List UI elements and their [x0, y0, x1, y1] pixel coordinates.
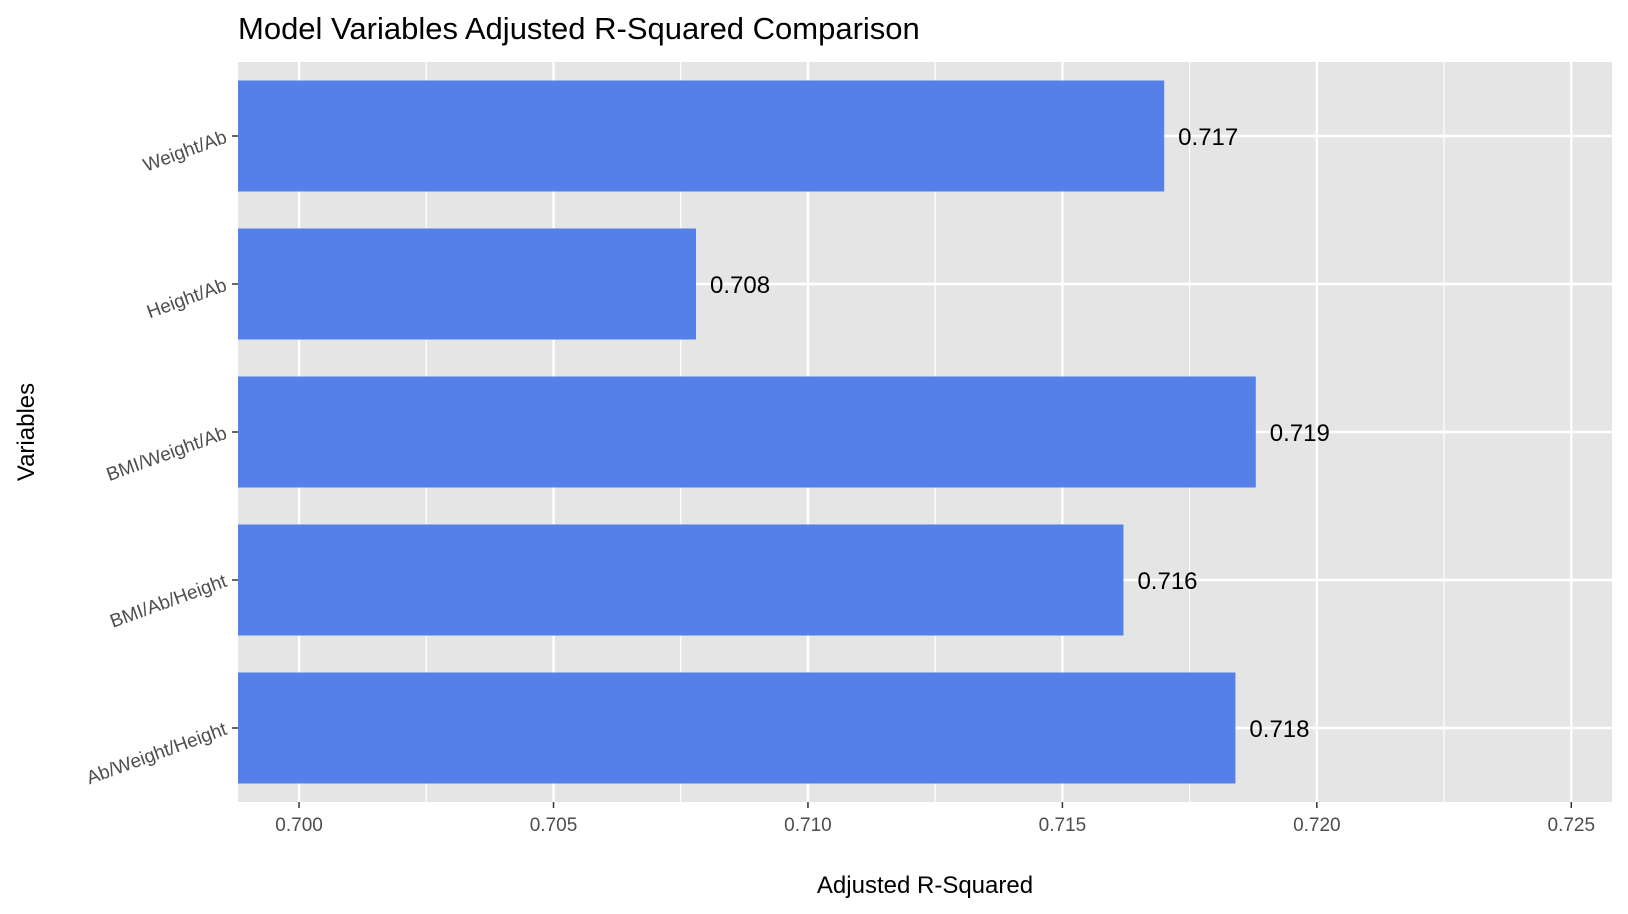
x-tick-label: 0.705 [530, 815, 578, 836]
y-tick-label: Weight/Ab [140, 127, 229, 177]
x-axis-title: Adjusted R-Squared [817, 872, 1033, 899]
x-axis: 0.700 0.705 0.710 0.715 0.720 0.725 [275, 802, 1595, 836]
bar [238, 672, 1236, 784]
y-axis-title: Variables [13, 383, 40, 481]
chart-title: Model Variables Adjusted R-Squared Compa… [238, 11, 920, 46]
bar [238, 524, 1124, 636]
x-tick-label: 0.725 [1548, 815, 1596, 836]
x-tick-label: 0.710 [784, 815, 832, 836]
data-label: 0.719 [1270, 420, 1330, 447]
y-tick-label: Ab/Weight/Height [84, 719, 230, 789]
y-axis: Ab/Weight/Height BMI/Ab/Height BMI/Weight/… [84, 127, 238, 789]
bar [238, 376, 1256, 488]
data-label: 0.708 [710, 272, 770, 299]
x-tick-label: 0.720 [1293, 815, 1341, 836]
data-label: 0.717 [1178, 124, 1238, 151]
x-tick-label: 0.715 [1039, 815, 1087, 836]
bar [238, 80, 1165, 192]
y-tick-label: BMI/Weight/Ab [104, 423, 230, 486]
bars [238, 80, 1256, 784]
x-tick-label: 0.700 [275, 815, 323, 836]
data-labels: 0.718 0.716 0.719 0.708 0.717 [710, 124, 1330, 743]
y-tick-label: BMI/Ab/Height [107, 571, 230, 633]
y-tick-label: Height/Ab [144, 275, 230, 323]
bar [238, 228, 696, 340]
data-label: 0.718 [1249, 716, 1309, 743]
data-label: 0.716 [1137, 568, 1197, 595]
